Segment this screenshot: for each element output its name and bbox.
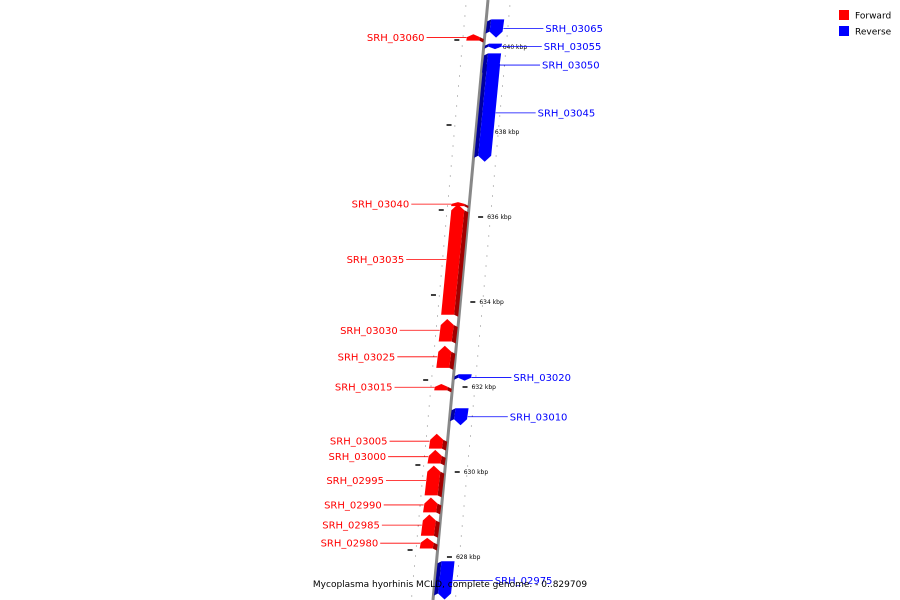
tick-label: 628 kbp: [456, 554, 481, 561]
gene-shadow: [433, 520, 440, 538]
gene-shadow: [479, 37, 484, 43]
gene-label[interactable]: SRH_03065: [545, 24, 603, 35]
gene-label[interactable]: SRH_03025: [338, 352, 396, 363]
genome-axis-line: [431, 0, 490, 600]
gene-arrow[interactable]: [424, 465, 441, 496]
gene-srh_03055[interactable]: [484, 43, 503, 50]
gene-shadow: [454, 210, 469, 317]
legend-forward-swatch: [839, 10, 849, 20]
gene-label[interactable]: SRH_03015: [335, 383, 393, 394]
gene-arrow[interactable]: [423, 497, 438, 513]
gene-srh_02995[interactable]: [424, 465, 445, 498]
gene-arrow[interactable]: [454, 408, 469, 426]
gene-label[interactable]: SRH_03050: [542, 61, 600, 72]
gene-srh_03035[interactable]: [441, 204, 469, 317]
gene-shadow: [447, 386, 452, 393]
legend-forward-label: Forward: [855, 12, 891, 22]
gene-srh_03010[interactable]: [450, 408, 469, 426]
gene-srh_03020[interactable]: [454, 374, 472, 381]
gene-arrow[interactable]: [438, 561, 455, 600]
minor-tick-marks: [407, 5, 511, 597]
gene-srh_02980[interactable]: [419, 537, 438, 551]
gene-arrow[interactable]: [428, 433, 444, 449]
gene-label[interactable]: SRH_03000: [328, 452, 386, 463]
tick-label: 640 kbp: [503, 44, 528, 51]
gene-srh_03060[interactable]: [466, 34, 484, 43]
gene-arrow[interactable]: [488, 43, 503, 50]
gene-srh_03040[interactable]: [451, 202, 469, 209]
major-ticks: 640 kbp 638 kbp 636 kbp 634 kbp 632 kbp 630 k…: [446, 44, 528, 561]
gene-srh_03025[interactable]: [436, 345, 456, 370]
legend-reverse-swatch: [839, 26, 849, 36]
gene-srh_02990[interactable]: [423, 497, 442, 515]
gene-shadow: [474, 64, 488, 158]
gene-srh_03015[interactable]: [434, 384, 452, 393]
gene-arrow[interactable]: [436, 345, 452, 368]
gene-srh_03000[interactable]: [427, 449, 446, 466]
gene-labels: SRH_03065 SRH_03060 SRH_03055 SRH_03050 SRH_…: [321, 24, 603, 587]
gene-label[interactable]: SRH_02980: [321, 539, 379, 550]
gene-shadow: [449, 351, 456, 370]
gene-label[interactable]: SRH_03005: [330, 437, 388, 448]
gene-label[interactable]: SRH_02995: [326, 476, 384, 487]
gene-shadow: [450, 408, 456, 422]
legend: Forward Reverse: [839, 10, 892, 38]
gene-label[interactable]: SRH_03060: [367, 33, 425, 44]
gene-shadow: [437, 471, 445, 498]
gene-label[interactable]: SRH_03045: [538, 108, 596, 119]
gene-shadow: [434, 561, 442, 596]
gene-arrow[interactable]: [451, 202, 465, 207]
genome-caption: Mycoplasma hyorhinis MCLD, complete geno…: [313, 580, 587, 590]
gene-label[interactable]: SRH_02975: [495, 576, 553, 587]
genes: [419, 19, 505, 600]
gene-arrow[interactable]: [427, 449, 442, 464]
gene-shadow: [441, 439, 448, 451]
gene-label[interactable]: SRH_03035: [347, 255, 405, 266]
gene-shadow: [451, 325, 458, 344]
tick-label: 634 kbp: [479, 299, 504, 306]
gene-srh_03030[interactable]: [438, 319, 458, 344]
gene-arrow[interactable]: [438, 319, 454, 342]
gene-label[interactable]: SRH_03055: [544, 42, 602, 53]
gene-label[interactable]: SRH_02985: [322, 521, 380, 532]
gene-shadow: [485, 19, 492, 34]
gene-shadow: [484, 43, 490, 49]
gene-shadow: [432, 542, 438, 551]
tick-label: 638 kbp: [495, 129, 520, 136]
gene-label[interactable]: SRH_03030: [340, 326, 398, 337]
gene-srh_03065[interactable]: [485, 19, 505, 38]
gene-srh_02975[interactable]: [434, 561, 455, 600]
gene-arrow[interactable]: [419, 537, 434, 549]
gene-shadow: [436, 503, 442, 515]
gene-shadow: [440, 455, 446, 466]
gene-arrow[interactable]: [466, 34, 480, 41]
gene-arrow[interactable]: [478, 64, 501, 162]
tick-label: 630 kbp: [464, 469, 489, 476]
tick-label: 636 kbp: [487, 214, 512, 221]
gene-shadow: [454, 374, 459, 380]
gene-arrow[interactable]: [489, 19, 505, 38]
gene-srh_03005[interactable]: [428, 433, 448, 451]
gene-arrow[interactable]: [458, 374, 472, 381]
gene-shadow: [464, 203, 469, 209]
tick-label: 632 kbp: [472, 384, 497, 391]
legend-reverse-label: Reverse: [855, 28, 892, 38]
gene-arrow[interactable]: [441, 204, 465, 315]
gene-label[interactable]: SRH_03010: [510, 412, 568, 423]
gene-srh_03045[interactable]: [474, 64, 501, 162]
gene-arrow[interactable]: [434, 384, 448, 391]
gene-label[interactable]: SRH_03040: [352, 200, 410, 211]
gene-label[interactable]: SRH_03020: [513, 373, 571, 384]
gene-arrow[interactable]: [420, 514, 436, 536]
gene-label[interactable]: SRH_02990: [324, 500, 382, 511]
gene-srh_02985[interactable]: [420, 514, 440, 538]
